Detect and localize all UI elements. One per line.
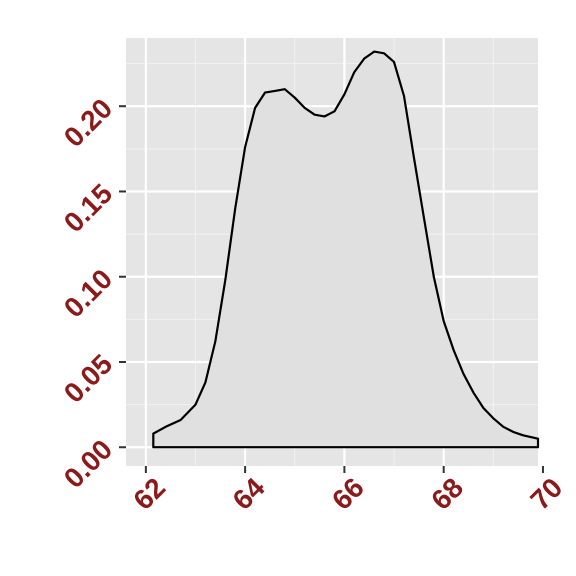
x-tick-label: 70 [524,472,568,516]
y-tick-label: 0.15 [58,178,118,238]
y-tick-label: 0.10 [58,263,118,323]
y-tick-label: 0.00 [58,434,118,494]
y-tick-label: 0.05 [58,348,118,408]
density-curve [152,50,540,449]
x-tick-label: 68 [425,472,469,516]
x-axis: 62 64 66 68 70 [127,466,568,516]
x-tick-label: 62 [127,472,171,516]
density-area [152,50,540,449]
x-tick-label: 64 [227,471,271,515]
y-tick-label: 0.20 [58,93,118,153]
y-axis: 0.00 0.05 0.10 0.15 0.20 [58,93,126,494]
x-tick-label: 66 [326,472,370,516]
